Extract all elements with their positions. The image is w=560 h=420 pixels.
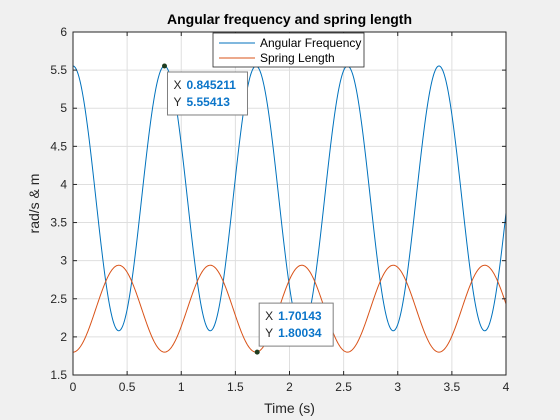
series-line-spring-length [72,264,507,353]
datatip-y-key: Y [173,95,181,109]
datatip-box [166,71,248,116]
x-tick-label: 3.5 [444,380,461,394]
legend-label-spring-length: Spring Length [260,51,335,65]
axis-ticks: 0 0.5 1 1.5 2 2.5 3 3.5 4 1.5 2 2.5 3 3.5 4 4.5 5 5.5 6 [50,25,509,394]
y-tick-label: 3 [60,254,67,268]
x-tick-label: 4 [503,380,510,394]
y-tick-label: 1.5 [50,368,67,382]
legend-label-angular-frequency: Angular Frequency [260,36,361,50]
datatip-x-value: 0.845211 [186,78,236,92]
x-tick-label: 0 [70,380,77,394]
y-tick-label: 2 [60,330,67,344]
x-tick-label: 2.5 [335,380,352,394]
datatip-marker [254,349,260,355]
y-tick-label: 5 [60,101,67,115]
x-axis-label: Time (s) [264,400,315,416]
x-tick-label: 2 [286,380,293,394]
datatip-y-value: 1.80034 [278,326,322,340]
y-tick-label: 4.5 [50,139,67,153]
datatip-spring-length[interactable]: X 1.70143 Y 1.80034 [254,302,334,355]
y-tick-label: 2.5 [50,292,67,306]
datatip-angular-frequency[interactable]: X 0.845211 Y 5.55413 [161,63,248,116]
x-tick-label: 1 [178,380,185,394]
y-tick-label: 4 [60,177,67,191]
legend[interactable]: Angular Frequency Spring Length [212,32,365,68]
datatip-marker [161,63,167,69]
series-group [72,65,507,353]
y-tick-label: 6 [60,25,67,39]
datatip-box [258,302,334,347]
datatip-y-value: 5.55413 [186,95,230,109]
y-tick-label: 3.5 [50,216,67,230]
datatip-x-value: 1.70143 [278,309,322,323]
datatip-x-key: X [265,309,273,323]
x-tick-label: 3 [394,380,401,394]
series-line-angular-frequency [72,65,507,332]
datatip-y-key: Y [265,326,273,340]
legend-box [212,32,365,68]
chart-title: Angular frequency and spring length [167,11,412,27]
x-tick-label: 1.5 [227,380,244,394]
x-tick-label: 0.5 [119,380,136,394]
datatip-x-key: X [173,78,181,92]
y-tick-label: 5.5 [50,63,67,77]
y-axis-label: rad/s & m [26,174,42,234]
